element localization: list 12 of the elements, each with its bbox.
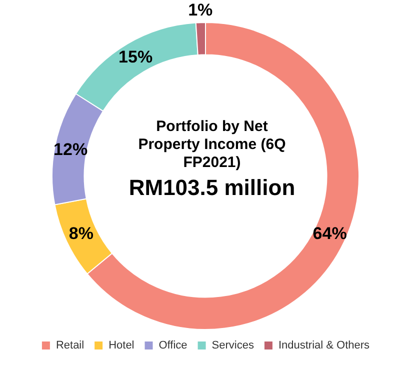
data-label: 64% xyxy=(312,224,347,244)
legend-label: Retail xyxy=(56,340,84,352)
legend-label: Hotel xyxy=(108,340,134,352)
legend-label: Industrial & Others xyxy=(278,340,370,352)
data-label: 8% xyxy=(68,224,94,244)
data-label: 1% xyxy=(188,0,213,20)
text: Portfolio by Net Property Income (6Q FP2021) xyxy=(137,118,287,172)
legend-label: Services xyxy=(212,340,254,352)
data-label: 12% xyxy=(54,140,88,159)
text: RM103.5 million xyxy=(128,174,296,202)
legend-label: Office xyxy=(158,340,188,352)
data-label: 15% xyxy=(118,47,153,66)
